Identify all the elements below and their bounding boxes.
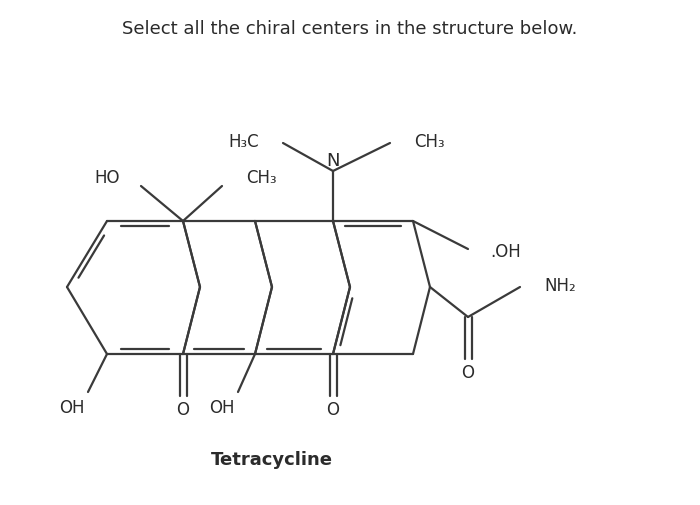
Text: .OH: .OH [490, 242, 521, 261]
Text: HO: HO [94, 169, 120, 187]
Text: NH₂: NH₂ [544, 276, 575, 294]
Text: Tetracycline: Tetracycline [211, 450, 333, 468]
Text: O: O [461, 363, 475, 381]
Text: CH₃: CH₃ [246, 169, 276, 187]
Text: H₃C: H₃C [228, 133, 259, 150]
Text: O: O [176, 400, 190, 418]
Text: OH: OH [60, 398, 85, 416]
Text: CH₃: CH₃ [414, 133, 444, 150]
Text: Select all the chiral centers in the structure below.: Select all the chiral centers in the str… [122, 20, 577, 38]
Text: N: N [326, 152, 340, 170]
Text: OH: OH [209, 398, 234, 416]
Text: O: O [326, 400, 340, 418]
